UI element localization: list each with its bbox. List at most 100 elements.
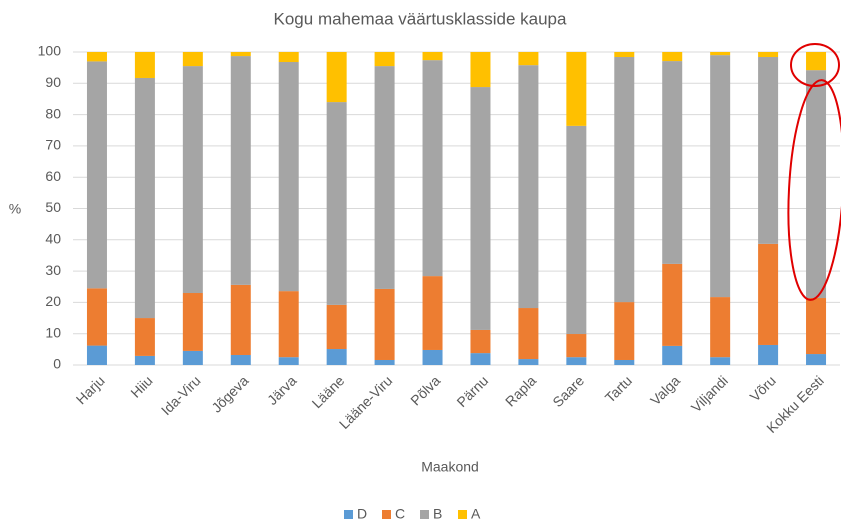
- bar-segment: [614, 57, 635, 303]
- bar-segment: [326, 349, 347, 365]
- legend-swatch: [382, 510, 391, 519]
- bar-segment: [470, 87, 491, 330]
- bar-segment: [134, 52, 155, 78]
- y-tick-label: 0: [53, 356, 61, 372]
- bar-segment: [374, 66, 395, 289]
- bar-segment: [662, 61, 683, 264]
- bar-segment: [374, 359, 395, 365]
- bar-segment: [134, 318, 155, 356]
- bar-segment: [230, 284, 251, 355]
- bar-segment: [182, 52, 203, 67]
- bar-segment: [518, 52, 539, 66]
- x-tick-label: Tartu: [602, 372, 635, 405]
- annotation-ellipse: [787, 79, 841, 301]
- bar-segment: [86, 288, 107, 346]
- bar-segment: [470, 329, 491, 354]
- legend-label: C: [395, 506, 405, 522]
- plot-area: [73, 51, 840, 366]
- bar-segment: [230, 52, 251, 57]
- y-tick-label: 90: [45, 74, 61, 90]
- x-tick-label: Lääne: [309, 372, 348, 411]
- bar-segment: [566, 357, 587, 365]
- bar-segment: [710, 297, 731, 358]
- bar-segment: [86, 52, 107, 62]
- x-tick-label: Põlva: [407, 372, 443, 408]
- bar-segment: [806, 70, 827, 299]
- bar-segment: [806, 354, 827, 365]
- y-tick-label: 30: [45, 262, 61, 278]
- bar-segment: [326, 52, 347, 103]
- bar-segment: [758, 344, 779, 365]
- bar-segment: [566, 52, 587, 126]
- bar-segment: [518, 308, 539, 360]
- legend-label: A: [471, 506, 481, 522]
- bar-segment: [278, 52, 299, 63]
- bar-segment: [230, 354, 251, 365]
- bar-segment: [518, 65, 539, 309]
- bar-segment: [470, 52, 491, 88]
- bar-segment: [614, 302, 635, 360]
- x-tick-label: Võru: [747, 372, 779, 404]
- bar-segment: [806, 298, 827, 355]
- bar-segment: [278, 62, 299, 292]
- bar-segment: [278, 357, 299, 365]
- bar-segment: [710, 52, 731, 56]
- bar-segment: [710, 55, 731, 298]
- bar-segment: [614, 359, 635, 365]
- bar-segment: [758, 243, 779, 345]
- x-axis-label: Maakond: [421, 459, 479, 475]
- bar-segment: [326, 304, 347, 350]
- bar-segment: [422, 60, 443, 277]
- x-tick-label: Rapla: [502, 372, 539, 409]
- bar-segment: [566, 334, 587, 358]
- bar-segment: [326, 102, 347, 305]
- y-tick-label: 50: [45, 199, 61, 215]
- bar-segment: [662, 263, 683, 346]
- bar-segment: [86, 61, 107, 289]
- x-tick-label: Harju: [73, 372, 108, 407]
- x-tick-label: Järva: [264, 372, 300, 408]
- bar-segment: [230, 56, 251, 285]
- bar-segment: [422, 349, 443, 365]
- y-tick-label: 80: [45, 105, 61, 121]
- x-tick-label: Hiiu: [127, 372, 155, 400]
- bar-segment: [518, 359, 539, 365]
- bar-segment: [374, 52, 395, 67]
- y-tick-label: 60: [45, 168, 61, 184]
- bar-segment: [758, 57, 779, 244]
- bar-segment: [134, 355, 155, 365]
- x-tick-label: Pärnu: [453, 372, 491, 410]
- x-tick-label: Saare: [549, 372, 587, 410]
- bar-segment: [182, 293, 203, 351]
- bar-segment: [470, 353, 491, 365]
- annotation-ellipse: [790, 43, 840, 87]
- bar-segment: [662, 52, 683, 62]
- legend-swatch: [344, 510, 353, 519]
- bar-segment: [374, 288, 395, 360]
- y-tick-label: 100: [38, 43, 62, 59]
- x-tick-label: Viljandi: [688, 372, 731, 415]
- bar-segment: [134, 77, 155, 319]
- bar-segment: [614, 52, 635, 58]
- legend-swatch: [420, 510, 429, 519]
- bar-segment: [422, 276, 443, 350]
- bar-segment: [278, 291, 299, 358]
- y-axis-label: %: [9, 201, 21, 217]
- x-tick-label: Ida-Viru: [158, 372, 204, 418]
- y-tick-label: 20: [45, 293, 61, 309]
- bar-segment: [662, 345, 683, 365]
- legend-label: B: [433, 506, 442, 522]
- bar-segment: [710, 357, 731, 365]
- y-tick-label: 70: [45, 137, 61, 153]
- bar-segment: [86, 345, 107, 365]
- bar-segment: [422, 52, 443, 61]
- bar-segment: [182, 66, 203, 294]
- bar-segment: [806, 52, 827, 71]
- legend-label: D: [357, 506, 367, 522]
- bar-segment: [566, 125, 587, 335]
- chart-title: Kogu mahemaa väärtusklasside kaupa: [274, 9, 567, 28]
- legend-swatch: [458, 510, 467, 519]
- bar-segment: [182, 350, 203, 365]
